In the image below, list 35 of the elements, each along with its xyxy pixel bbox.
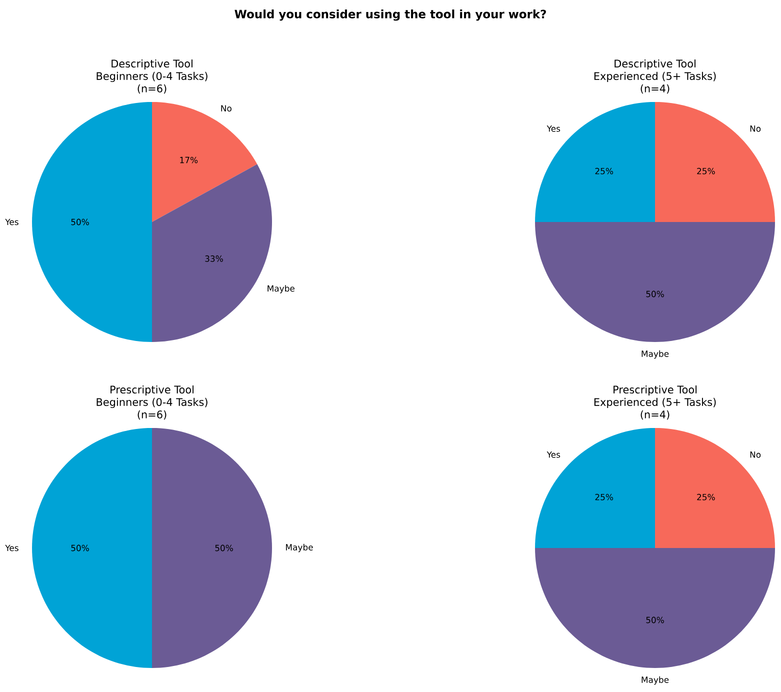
data-label: 50% <box>215 544 233 552</box>
slice-label: Yes <box>5 218 18 226</box>
text: (n=4) <box>640 84 670 94</box>
text: (n=4) <box>640 410 670 420</box>
data-label: 50% <box>71 544 89 552</box>
chart-title: Descriptive Tool <box>112 59 192 70</box>
chart-subtitle: Experienced (5+ Tasks) <box>594 72 716 82</box>
data-label: 25% <box>697 494 715 500</box>
slice-label: Maybe <box>286 544 313 552</box>
slice-label: No <box>750 452 761 458</box>
chart-subtitle: Beginners (0-4 Tasks) <box>96 398 208 408</box>
chart-subtitle: Beginners (0-4 Tasks) <box>96 72 208 82</box>
chart-title: Descriptive Tool <box>614 59 696 70</box>
data-label: 25% <box>595 494 614 500</box>
chart-title: Prescriptive Tool <box>110 385 194 396</box>
slice-label: Yes <box>546 452 560 458</box>
data-label: 50% <box>646 616 664 624</box>
chart-subtitle: Experienced (5+ Tasks) <box>594 398 716 408</box>
slice-label: Yes <box>5 544 18 552</box>
data-label: 50% <box>646 290 664 298</box>
text: Would you consider using the tool in your work? <box>234 10 546 21</box>
data-label: 17% <box>180 156 198 164</box>
chart-title: Prescriptive Tool <box>614 385 697 396</box>
text: (n=6) <box>138 84 166 94</box>
slice-label: No <box>221 105 232 112</box>
text: (n=6) <box>138 410 166 420</box>
data-label: 33% <box>205 255 223 262</box>
slice-label: Maybe <box>642 350 669 359</box>
slice-label: Yes <box>546 126 560 132</box>
data-label: 25% <box>697 168 715 174</box>
data-label: 25% <box>595 168 614 174</box>
slice-label: No <box>750 126 761 132</box>
slice-label: Maybe <box>268 285 294 294</box>
slice-label: Maybe <box>642 676 669 685</box>
data-label: 50% <box>71 218 89 226</box>
